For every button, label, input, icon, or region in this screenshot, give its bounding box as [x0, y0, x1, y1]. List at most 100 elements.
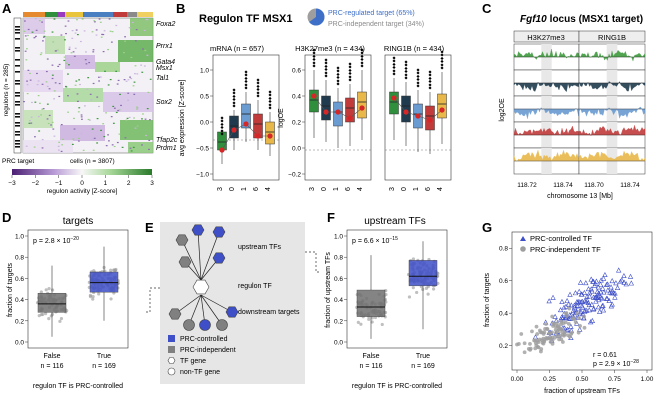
outlier: ◆	[244, 85, 248, 90]
box	[401, 95, 411, 123]
heatmap-cell	[26, 84, 29, 86]
heatmap-cell	[68, 48, 71, 50]
outlier: ◆	[220, 121, 224, 126]
colorbar-tick-label: 0	[80, 180, 84, 187]
heatmap-cell	[54, 82, 57, 84]
outlier: ◆	[392, 58, 396, 63]
outlier: ◆	[336, 68, 340, 73]
prc-target-mark	[15, 65, 20, 67]
prc-independent-point	[582, 314, 586, 319]
heatmap-cell	[56, 49, 59, 51]
heatmap-cell	[52, 128, 55, 130]
outlier: ◆	[312, 53, 316, 58]
heatmap-cell	[142, 113, 144, 115]
box	[345, 97, 355, 123]
prc-target-mark	[15, 131, 20, 133]
ylabel-logoe: logOE	[278, 108, 285, 128]
jitter-point	[356, 320, 360, 324]
heatmap-cell	[117, 109, 120, 112]
outlier: ◆	[232, 87, 236, 92]
heatmap-cell	[78, 79, 81, 81]
legend-prc-independent-tf: PRC-independent TF	[530, 245, 601, 254]
heatmap-cell	[65, 32, 67, 35]
coverage-track	[578, 49, 646, 62]
outlier: ◆	[348, 67, 352, 72]
colorbar-tick-label: 3	[150, 180, 154, 187]
prc-independent-point	[537, 337, 542, 342]
jitter-point	[58, 319, 62, 323]
prc-controlled-point	[628, 280, 635, 286]
heatmap-cell	[91, 31, 94, 33]
prc-controlled-point	[571, 302, 578, 308]
mean-point	[347, 115, 353, 121]
column-header-ring1b	[578, 30, 646, 43]
heatmap-cell	[127, 99, 130, 101]
jitter-point	[380, 322, 384, 327]
heatmap-cell	[46, 103, 49, 105]
outlier: ◆	[392, 65, 396, 70]
heatmap-cell	[119, 93, 121, 96]
heatmap-cell	[67, 111, 69, 113]
cluster-color-segment	[57, 12, 65, 17]
prc-controlled-point	[579, 304, 586, 310]
heatmap-block	[118, 40, 153, 62]
heatmap-cell	[85, 63, 88, 65]
heatmap-cell	[67, 20, 70, 22]
heatmap-cell	[144, 118, 147, 120]
group-label-true: True	[416, 353, 430, 360]
prc-controlled-point	[582, 307, 588, 313]
heatmap-cell	[127, 92, 130, 94]
outlier: ◆	[232, 93, 236, 98]
heatmap-cell	[80, 116, 83, 118]
colorbar-tick-label: 1	[104, 180, 108, 187]
heatmap-cell	[64, 25, 67, 27]
prc-controlled-point	[610, 289, 617, 295]
outlier: ◆	[360, 47, 364, 52]
b-xtick: 1	[413, 187, 420, 191]
prc-independent-point	[536, 340, 541, 345]
box	[89, 271, 119, 293]
heatmap-cell	[23, 100, 25, 103]
heatmap-cell	[62, 138, 64, 140]
prc-independent-point	[554, 330, 558, 335]
b-ytick-label: 0.2	[292, 120, 301, 127]
heatmap-cell	[73, 128, 76, 130]
g-ytick-label: 0.4	[499, 311, 508, 318]
panel-a: A regulons (n = 285) Foxa2 Prrx1 Gata4Msx1…	[2, 1, 178, 195]
prc-controlled-point	[598, 294, 604, 300]
heatmap-cell	[149, 119, 151, 121]
prc-controlled-point	[596, 308, 603, 314]
heatmap-block	[130, 18, 153, 36]
heatmap-cell	[40, 52, 43, 54]
prc-controlled-point	[595, 304, 602, 310]
heatmap-cell	[88, 119, 91, 121]
c-xtick: 118.72	[517, 182, 537, 189]
b-ytick-label: 1.0	[200, 68, 209, 75]
outlier: ◆	[312, 57, 316, 62]
group-label-true: True	[97, 353, 111, 360]
outlier: ◆	[348, 77, 352, 82]
outlier: ◆	[416, 80, 420, 85]
prc-independent-point	[582, 325, 587, 330]
jitter-point	[44, 288, 48, 292]
cluster-color-segment	[83, 12, 113, 17]
prc-controlled-point	[564, 327, 570, 333]
pvalue-base: p = 6.6 × 10	[352, 238, 389, 245]
jitter-point	[424, 286, 429, 290]
gene-label: Sox2	[156, 99, 172, 106]
prc-target-mark	[15, 101, 20, 103]
heatmap-cell	[65, 86, 68, 88]
outlier: ◆	[268, 92, 272, 97]
prc-target-mark	[15, 122, 20, 124]
heatmap-cell	[53, 98, 56, 100]
heatmap-cell	[70, 52, 73, 54]
heatmap-cell	[33, 37, 36, 39]
prc-controlled-point	[564, 298, 570, 304]
xlabel-prc-controlled: regulon TF is PRC-controlled	[33, 383, 123, 390]
b-xtick: 6	[425, 187, 432, 191]
outlier: ◆	[404, 65, 408, 70]
outlier: ◆	[324, 60, 328, 65]
g-xtick-label: 0.25	[543, 376, 556, 383]
prc-controlled-point	[570, 307, 577, 313]
